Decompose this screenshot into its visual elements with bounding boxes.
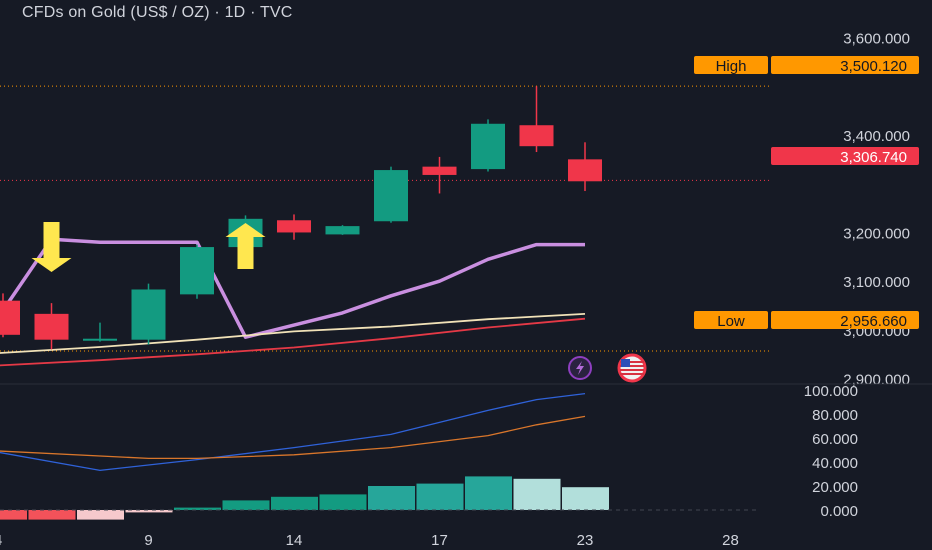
flag-stripe (620, 369, 644, 371)
high-value-box (771, 56, 919, 74)
time-axis-tick-label: 23 (577, 532, 594, 549)
histogram-bar (465, 476, 512, 510)
low-value-box (771, 311, 919, 329)
candle-up[interactable] (131, 289, 166, 340)
indicator-axis-tick-label: 20.000 (812, 479, 858, 496)
histogram-bar (319, 494, 367, 510)
last-price-value-box (771, 147, 919, 165)
flag-stripe (620, 373, 644, 375)
arrow-shape (31, 222, 72, 272)
candle-down[interactable] (34, 313, 69, 340)
candle-up[interactable] (471, 123, 505, 170)
histogram-bar (28, 510, 76, 520)
candle-down[interactable] (422, 166, 457, 175)
red-ma-line (0, 317, 586, 367)
indicator-axis-tick-label: 80.000 (812, 407, 858, 424)
histogram-bar (174, 507, 221, 510)
low-value: 2,956.660 (840, 313, 907, 330)
time-axis-tick-label: 17 (431, 532, 448, 549)
histogram-bar (513, 478, 561, 510)
histogram-bar (416, 483, 464, 510)
high-label: High (716, 58, 747, 75)
candle-down[interactable] (568, 159, 602, 182)
low-label: Low (717, 313, 745, 330)
lightning-glyph (576, 361, 584, 375)
indicator-blue-line (0, 392, 586, 472)
indicator-axis-tick-label: 40.000 (812, 455, 858, 472)
up-arrow-marker (225, 223, 266, 269)
histogram-bar (77, 510, 124, 520)
flag-stripe (620, 365, 644, 367)
candle-up[interactable] (374, 170, 408, 222)
histogram-bar (125, 510, 173, 513)
indicator-axis-tick-label: 60.000 (812, 431, 858, 448)
flag-stripe (620, 361, 644, 363)
high-label-box (694, 56, 768, 74)
price-axis-tick-label: 3,100.000 (843, 274, 910, 291)
histogram-bar (222, 500, 270, 510)
price-axis-tick-label: 3,600.000 (843, 30, 910, 47)
high-value: 3,500.120 (840, 58, 907, 75)
price-axis-tick-label: 3,200.000 (843, 225, 910, 242)
indicator-orange-line (0, 415, 586, 460)
us-flag-icon[interactable] (617, 353, 647, 383)
low-label-box (694, 311, 768, 329)
indicator-axis-tick-label: 0.000 (820, 503, 858, 520)
candle-up[interactable] (325, 226, 360, 235)
histogram-bar (271, 496, 318, 510)
price-axis-tick-label: 3,400.000 (843, 128, 910, 145)
cream-ma-line (0, 313, 586, 354)
chart-title: CFDs on Gold (US$ / OZ) · 1D · TVC (22, 4, 293, 21)
time-axis-tick-label: 28 (722, 532, 739, 549)
purple-ma-line (1, 237, 585, 339)
histogram-bar (0, 510, 27, 520)
candle-down[interactable] (277, 220, 311, 233)
candle-up[interactable] (83, 338, 117, 341)
time-axis-tick-label: 14 (286, 532, 303, 549)
last-price-value: 3,306.740 (840, 149, 907, 166)
indicator-axis-tick-label: 100.000 (804, 383, 858, 400)
time-axis-tick-label: 4 (0, 532, 2, 549)
arrow-shape (225, 223, 266, 269)
histogram-bar (368, 486, 415, 510)
time-axis-tick-label: 9 (144, 532, 152, 549)
candle-down[interactable] (0, 300, 20, 335)
down-arrow-marker (31, 222, 72, 272)
candle-down[interactable] (519, 125, 554, 147)
candle-up[interactable] (180, 247, 214, 295)
histogram-bar (562, 487, 609, 510)
flag-canton (621, 359, 630, 367)
